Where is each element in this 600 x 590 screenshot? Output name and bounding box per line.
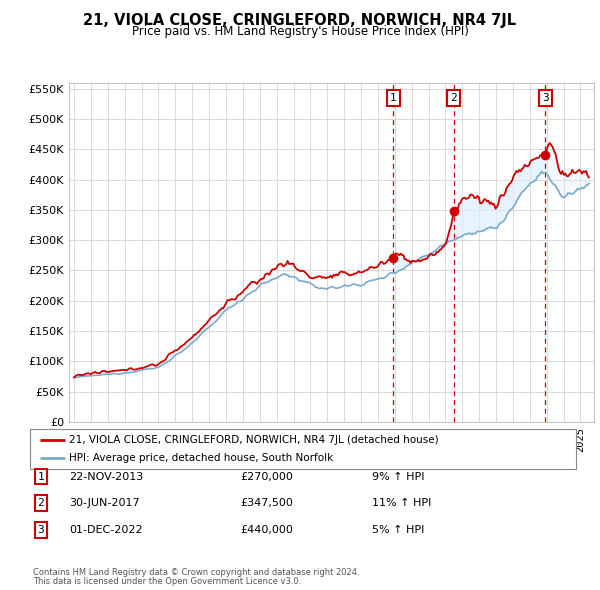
Text: This data is licensed under the Open Government Licence v3.0.: This data is licensed under the Open Gov… — [33, 578, 301, 586]
Text: £270,000: £270,000 — [240, 472, 293, 481]
Text: £440,000: £440,000 — [240, 525, 293, 535]
Text: 2: 2 — [451, 93, 457, 103]
Text: 21, VIOLA CLOSE, CRINGLEFORD, NORWICH, NR4 7JL (detached house): 21, VIOLA CLOSE, CRINGLEFORD, NORWICH, N… — [70, 435, 439, 445]
Text: HPI: Average price, detached house, South Norfolk: HPI: Average price, detached house, Sout… — [70, 453, 334, 463]
Text: 1: 1 — [390, 93, 397, 103]
Text: 01-DEC-2022: 01-DEC-2022 — [69, 525, 143, 535]
Text: Contains HM Land Registry data © Crown copyright and database right 2024.: Contains HM Land Registry data © Crown c… — [33, 568, 359, 577]
Text: £347,500: £347,500 — [240, 499, 293, 508]
Text: 1: 1 — [37, 472, 44, 481]
Text: 3: 3 — [542, 93, 549, 103]
Text: 11% ↑ HPI: 11% ↑ HPI — [372, 499, 431, 508]
Text: Price paid vs. HM Land Registry's House Price Index (HPI): Price paid vs. HM Land Registry's House … — [131, 25, 469, 38]
Text: 9% ↑ HPI: 9% ↑ HPI — [372, 472, 425, 481]
Text: 2: 2 — [37, 499, 44, 508]
Text: 30-JUN-2017: 30-JUN-2017 — [69, 499, 140, 508]
FancyBboxPatch shape — [30, 429, 576, 469]
Text: 5% ↑ HPI: 5% ↑ HPI — [372, 525, 424, 535]
Text: 3: 3 — [37, 525, 44, 535]
Text: 22-NOV-2013: 22-NOV-2013 — [69, 472, 143, 481]
Text: 21, VIOLA CLOSE, CRINGLEFORD, NORWICH, NR4 7JL: 21, VIOLA CLOSE, CRINGLEFORD, NORWICH, N… — [83, 13, 517, 28]
